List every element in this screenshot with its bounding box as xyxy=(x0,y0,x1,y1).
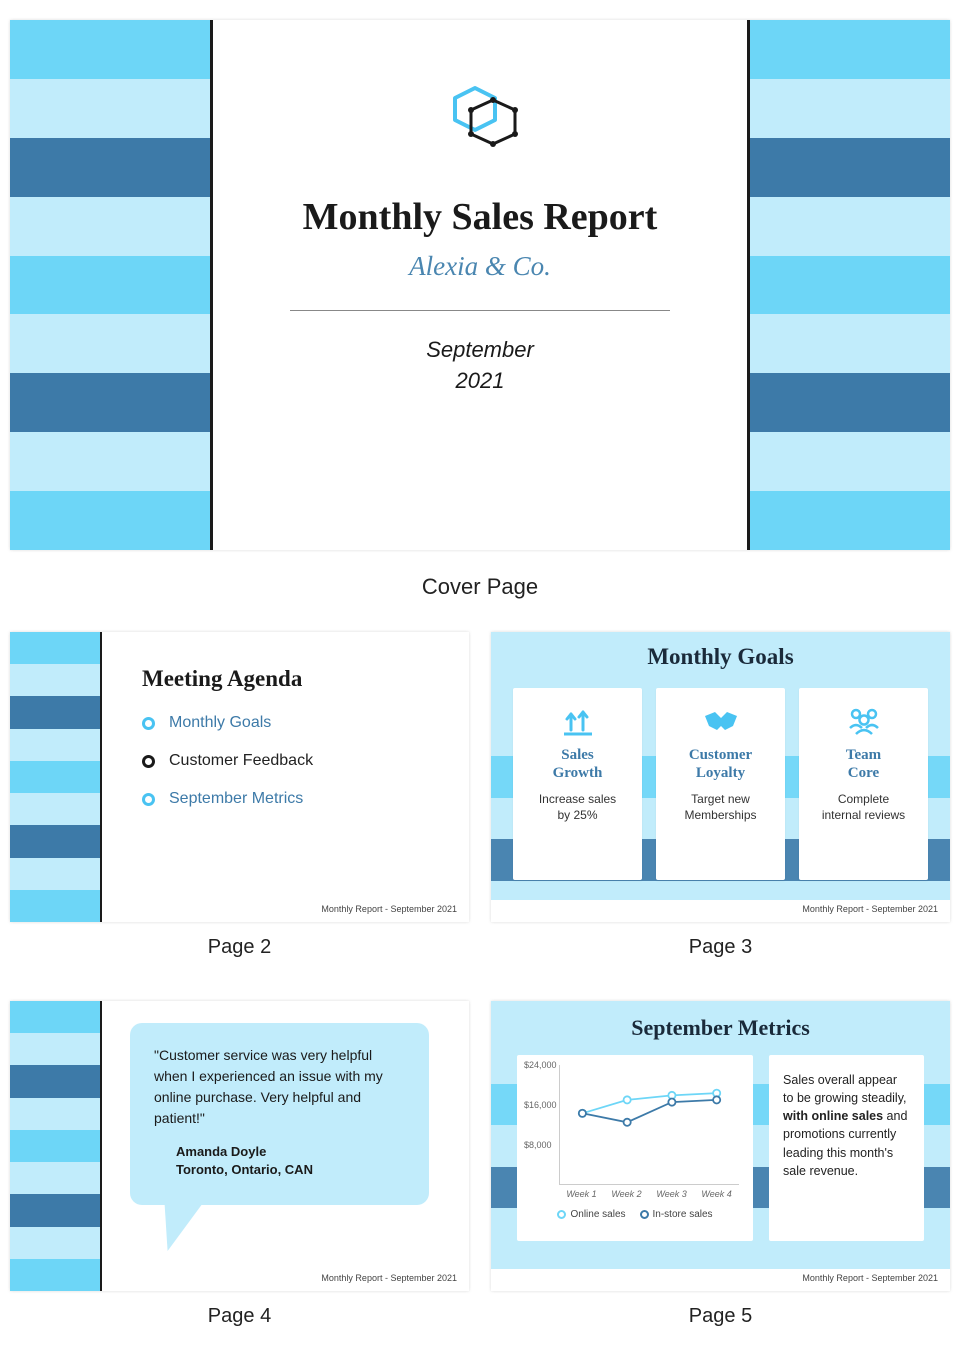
page4-footer: Monthly Report - September 2021 xyxy=(321,1273,457,1283)
summary-bold: with online sales xyxy=(783,1109,883,1123)
goal-desc: Increase sales by 25% xyxy=(523,792,632,823)
chart-ylabel: $24,000 xyxy=(524,1060,557,1070)
page2-content: Meeting Agenda Monthly Goals Customer Fee… xyxy=(102,632,469,922)
quote-author-loc: Toronto, Ontario, CAN xyxy=(176,1162,313,1177)
page4-slide: "Customer service was very helpful when … xyxy=(10,1001,469,1291)
cover-period-month: September xyxy=(426,337,534,362)
chart-xlabel: Week 3 xyxy=(649,1189,694,1199)
page2-cell: Meeting Agenda Monthly Goals Customer Fee… xyxy=(10,632,469,973)
goal-name: Customer Loyalty xyxy=(666,746,775,782)
page5-cell: September Metrics $24,000$16,000$8,000 W… xyxy=(491,1001,950,1342)
page4-caption: Page 4 xyxy=(10,1305,469,1328)
page4-cell: "Customer service was very helpful when … xyxy=(10,1001,469,1342)
quote-author: Amanda Doyle Toronto, Ontario, CAN xyxy=(154,1143,405,1179)
agenda-item: Monthly Goals xyxy=(142,714,439,732)
metrics-title: September Metrics xyxy=(491,1001,950,1041)
summary-pre: Sales overall appear to be growing stead… xyxy=(783,1073,906,1105)
page5-slide: September Metrics $24,000$16,000$8,000 W… xyxy=(491,1001,950,1291)
cover-divider xyxy=(290,310,670,311)
cover-stripes-right xyxy=(750,20,950,550)
cover-subtitle: Alexia & Co. xyxy=(409,251,551,282)
metrics-summary: Sales overall appear to be growing stead… xyxy=(769,1055,924,1241)
goal-desc: Target new Memberships xyxy=(666,792,775,823)
agenda-item: September Metrics xyxy=(142,790,439,808)
goal-desc: Complete internal reviews xyxy=(809,792,918,823)
agenda-title: Meeting Agenda xyxy=(142,666,439,692)
metrics-chart: $24,000$16,000$8,000 Week 1Week 2Week 3W… xyxy=(517,1055,753,1241)
chart-xlabels: Week 1Week 2Week 3Week 4 xyxy=(559,1189,739,1199)
handshake-icon xyxy=(666,704,775,738)
agenda-list: Monthly Goals Customer Feedback September … xyxy=(142,714,439,808)
cover-center: Monthly Sales Report Alexia & Co. Septem… xyxy=(213,20,747,550)
agenda-item: Customer Feedback xyxy=(142,752,439,770)
goal-name: Sales Growth xyxy=(523,746,632,782)
goals-title: Monthly Goals xyxy=(491,632,950,670)
cover-stripes-left xyxy=(10,20,210,550)
legend-item: Online sales xyxy=(557,1209,625,1220)
quote-tail-icon xyxy=(156,1201,205,1251)
agenda-item-label: Monthly Goals xyxy=(169,714,271,732)
agenda-item-label: September Metrics xyxy=(169,790,303,808)
cover-period-year: 2021 xyxy=(456,368,505,393)
chart-ylabel: $8,000 xyxy=(524,1140,552,1150)
goal-card: Sales Growth Increase sales by 25% xyxy=(513,688,642,880)
page2-footer: Monthly Report - September 2021 xyxy=(321,904,457,914)
agenda-item-label: Customer Feedback xyxy=(169,752,313,770)
goal-name: Team Core xyxy=(809,746,918,782)
quote-text: "Customer service was very helpful when … xyxy=(154,1045,405,1129)
goal-card: Customer Loyalty Target new Memberships xyxy=(656,688,785,880)
cover-slide: Monthly Sales Report Alexia & Co. Septem… xyxy=(10,20,950,550)
chart-xlabel: Week 1 xyxy=(559,1189,604,1199)
page3-caption: Page 3 xyxy=(491,936,950,959)
page5-caption: Page 5 xyxy=(491,1305,950,1328)
team-icon xyxy=(809,704,918,738)
bullet-ring-icon xyxy=(142,793,155,806)
thumbnails-grid: Meeting Agenda Monthly Goals Customer Fee… xyxy=(10,632,950,1342)
page4-stripes xyxy=(10,1001,100,1291)
page3-footer: Monthly Report - September 2021 xyxy=(802,904,938,914)
quote-bubble: "Customer service was very helpful when … xyxy=(130,1023,429,1205)
page2-stripes xyxy=(10,632,100,922)
page2-caption: Page 2 xyxy=(10,936,469,959)
cover-title: Monthly Sales Report xyxy=(303,195,658,239)
quote-author-name: Amanda Doyle xyxy=(176,1144,266,1159)
bullet-ring-icon xyxy=(142,755,155,768)
chart-area: $24,000$16,000$8,000 xyxy=(559,1065,739,1185)
bullet-ring-icon xyxy=(142,717,155,730)
chart-legend: Online sales In-store sales xyxy=(525,1209,745,1220)
cover-divider-right xyxy=(747,20,750,550)
cover-period: September 2021 xyxy=(426,335,534,397)
logo-icon xyxy=(425,80,535,165)
metrics-body: $24,000$16,000$8,000 Week 1Week 2Week 3W… xyxy=(491,1041,950,1251)
chart-xlabel: Week 2 xyxy=(604,1189,649,1199)
page3-slide: Monthly Goals Sales Growth Increase sales… xyxy=(491,632,950,922)
chart-xlabel: Week 4 xyxy=(694,1189,739,1199)
chart-ylabel: $16,000 xyxy=(524,1100,557,1110)
page4-divider xyxy=(100,1001,102,1291)
page3-cell: Monthly Goals Sales Growth Increase sales… xyxy=(491,632,950,973)
page5-footer: Monthly Report - September 2021 xyxy=(802,1273,938,1283)
cover-caption: Cover Page xyxy=(10,574,950,600)
page2-slide: Meeting Agenda Monthly Goals Customer Fee… xyxy=(10,632,469,922)
legend-item: In-store sales xyxy=(640,1209,713,1220)
goal-card: Team Core Complete internal reviews xyxy=(799,688,928,880)
goal-cards: Sales Growth Increase sales by 25% Custome… xyxy=(491,670,950,890)
arrows-up-icon xyxy=(523,704,632,738)
